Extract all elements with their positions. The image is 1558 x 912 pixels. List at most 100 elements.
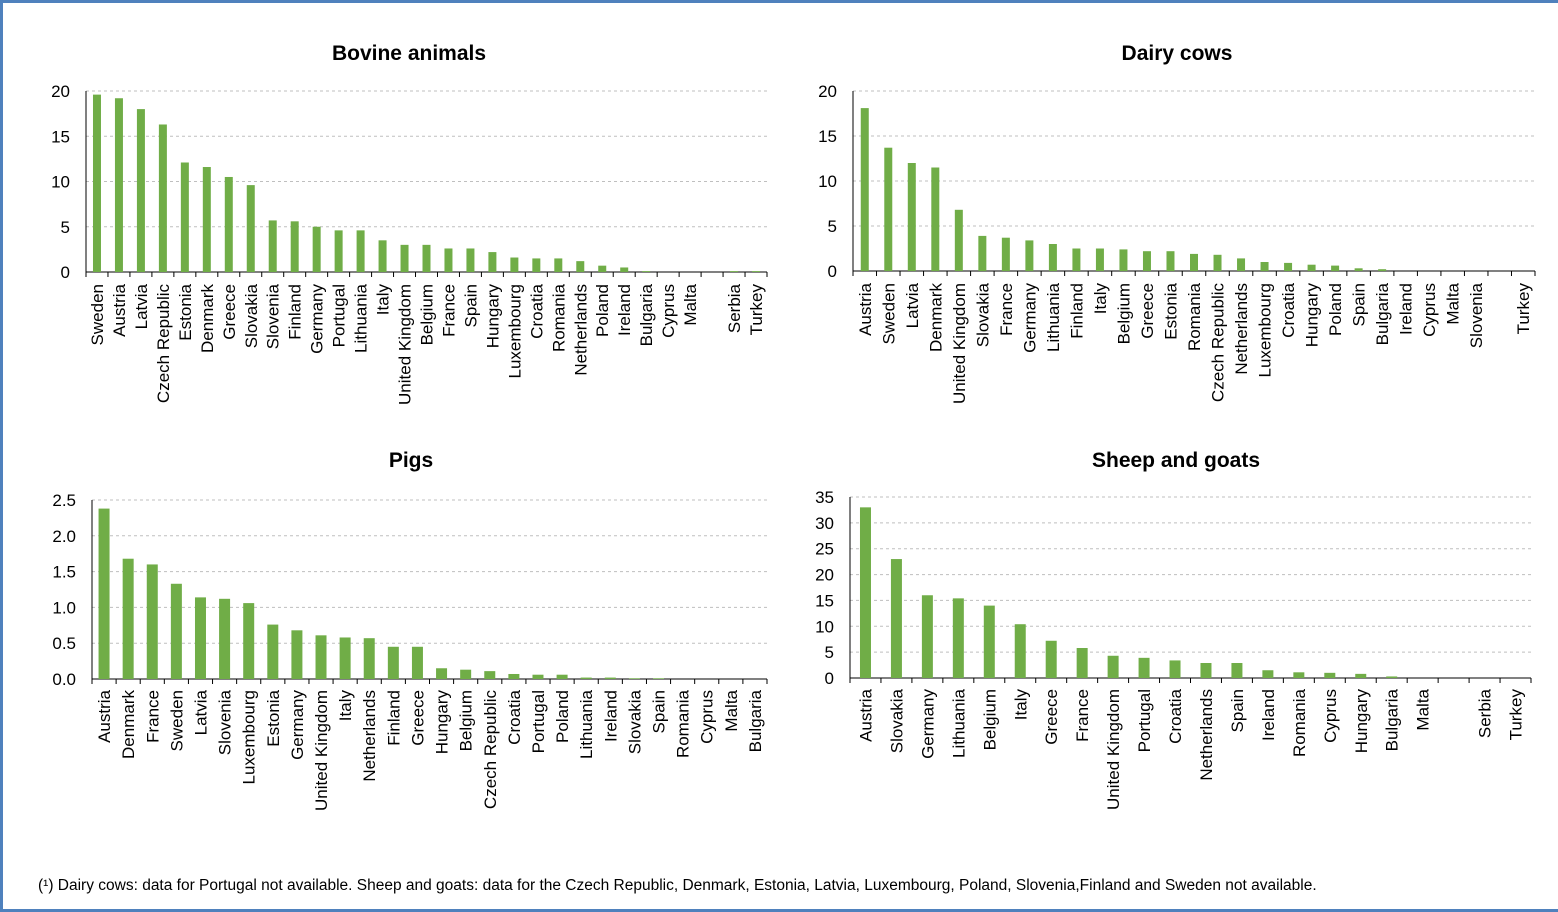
category-label: Hungary [1352,689,1371,754]
category-label: Slovenia [1467,282,1486,348]
bar-estonia [1166,251,1175,271]
bar-denmark [202,167,211,272]
bar-estonia [267,624,279,679]
bar-france [1076,648,1088,678]
bar-ireland [620,267,629,272]
category-label: Estonia [1161,282,1180,339]
chart-title: Pigs [389,449,433,472]
chart-bovine-animals: Bovine animals 0 5 10 15 20 Sweden Austria Latvi… [51,42,768,405]
category-label: Spain [461,284,480,327]
bar-spain [1231,663,1243,678]
bar-finland [387,646,399,679]
chart-dairy-cows: Dairy cows 0 5 10 15 20 Austria Sweden Latvia Den… [818,42,1536,404]
footnote: (¹) Dairy cows: data for Portugal not av… [38,877,1317,894]
bar-croatia [1169,660,1181,678]
y-tick-label: 0 [825,669,834,688]
category-label: Czech Republic [481,690,500,810]
category-label: Italy [1011,689,1030,721]
bar-romania [1293,672,1305,678]
category-label: Netherlands [1232,283,1251,375]
bar-united-kingdom [1107,655,1119,678]
category-label: Serbia [725,283,744,333]
bar-italy [339,637,351,679]
bar-slovakia [978,235,987,271]
category-label: Austria [856,688,875,741]
category-label: Belgium [457,690,476,751]
y-tick-label: 0 [61,263,70,282]
bar-france [146,564,158,679]
category-label: Malta [1444,282,1463,324]
category-label: Croatia [1166,688,1185,743]
category-label: Netherlands [571,284,590,376]
category-label: Bulgaria [746,689,765,752]
bar-hungary [436,668,448,679]
category-label: Greece [220,284,239,340]
bar-germany [921,595,933,678]
category-label: United Kingdom [1104,689,1123,810]
category-label: Latvia [132,283,151,329]
bar-czech-republic [484,671,496,679]
y-tick-label: 35 [815,488,834,507]
bar-netherlands [576,261,585,272]
bar-bulgaria [1378,269,1387,271]
category-label: Slovakia [625,689,644,754]
y-tick-label: 15 [815,591,834,610]
category-label: Bulgaria [1383,688,1402,751]
bar-france [1001,237,1010,271]
category-label: Finland [286,284,305,340]
category-label: Portugal [1135,689,1154,752]
category-label: Cyprus [698,690,717,744]
category-label: Romania [674,689,693,758]
bar-slovakia [628,678,640,679]
bar-belgium [983,605,995,678]
category-label: Lithuania [577,689,596,759]
bar-germany [312,226,321,272]
category-label: Ireland [601,690,620,742]
bar-croatia [1284,262,1293,271]
bar-czech-republic [1213,254,1222,271]
bar-austria [859,507,871,678]
category-label: Czech Republic [1209,283,1228,403]
bar-serbia [730,271,739,272]
bar-italy [378,240,387,272]
bar-germany [291,630,303,679]
category-label: Greece [1138,283,1157,339]
category-label: Croatia [505,689,524,744]
category-label: Italy [374,284,393,316]
chart-title: Sheep and goats [1092,449,1260,472]
chart-title: Dairy cows [1122,42,1233,65]
category-label: Malta [681,283,700,325]
category-label: Romania [549,283,568,352]
category-label: Hungary [1303,283,1322,348]
category-label: Poland [593,284,612,337]
y-tick-label: 0.5 [52,634,76,653]
category-label: Luxembourg [505,284,524,379]
category-label: Cyprus [659,284,678,338]
category-label: France [143,690,162,743]
y-tick-label: 10 [815,617,834,636]
chart-sheep-and-goats: Sheep and goats 0 5 10 15 20 25 30 35 Austria Slov… [815,449,1532,810]
bar-croatia [532,258,541,272]
category-label: Czech Republic [154,284,173,404]
y-tick-label: 15 [51,127,70,146]
category-label: Denmark [926,283,945,352]
category-label: Bulgaria [637,283,656,346]
y-tick-label: 1.5 [52,563,76,582]
y-tick-label: 20 [815,566,834,585]
category-label: Estonia [264,689,283,746]
category-label: Poland [1326,283,1345,336]
y-tick-label: 1.0 [52,598,76,617]
category-label: Spain [1228,689,1247,732]
category-label: Spain [1350,283,1369,326]
bar-finland [1072,248,1081,271]
bar-cyprus [1324,672,1336,678]
category-label: Ireland [1259,689,1278,741]
category-label: Spain [650,690,669,733]
bar-bulgaria [1386,676,1398,678]
category-label: Finland [1067,283,1086,339]
bar-bulgaria [642,271,651,272]
bar-portugal [334,230,343,272]
bar-portugal [532,674,544,679]
category-label: Germany [288,690,307,760]
